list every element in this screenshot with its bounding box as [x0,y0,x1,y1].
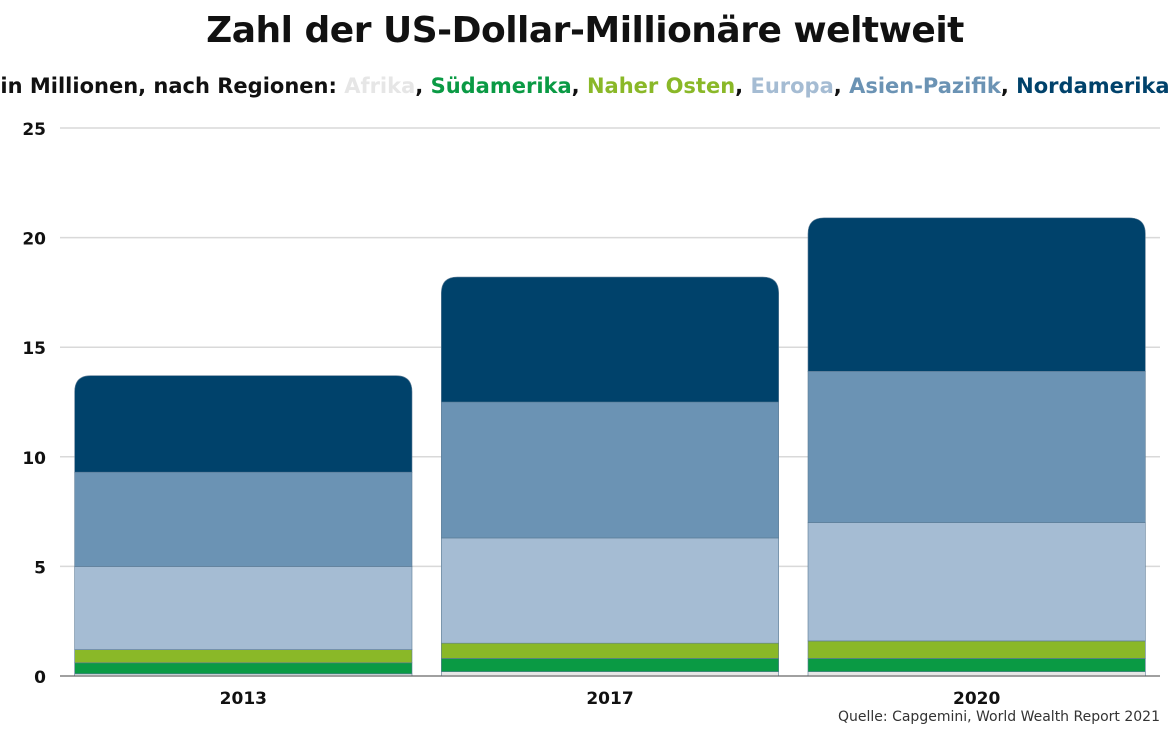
legend-separator: , [1000,74,1017,98]
legend-item-europa: Europa [750,74,834,98]
y-tick-label: 25 [22,120,46,140]
bar-segment-2013-südamerika [74,662,413,675]
bar-segment-2020-afrika [807,671,1146,677]
legend-separator: , [415,74,431,98]
legend-item-südamerika: Südamerika [430,74,572,98]
bar-segment-2013-naher-osten [74,649,413,664]
chart-subtitle: in Millionen, nach Regionen: Afrika, Süd… [0,74,1170,98]
bar-segment-2017-europa [441,537,779,644]
y-tick-label: 20 [22,230,46,250]
x-tick-label: 2017 [586,689,633,709]
y-tick-label: 10 [22,449,46,469]
legend-item-nordamerika: Nordamerika [1016,74,1170,98]
legend-item-asien-pazifik: Asien-Pazifik [849,74,1001,98]
bar-segment-2017-nordamerika [441,276,779,403]
bar-segment-2020-europa [807,522,1146,642]
bar-segment-2020-naher-osten [807,640,1146,659]
bar-segment-2017-südamerika [441,658,779,672]
bar-segment-2017-naher-osten [441,642,779,659]
legend: Afrika, Südamerika, Naher Osten, Europa,… [344,74,1169,98]
bar-segment-2020-südamerika [807,658,1146,672]
x-tick-label: 2020 [953,689,1000,709]
bar-segment-2013-asien-pazifik [74,471,413,567]
legend-separator: , [735,74,751,98]
y-tick-label: 0 [34,668,46,688]
y-tick-label: 5 [34,558,46,578]
source-note: Quelle: Capgemini, World Wealth Report 2… [838,709,1160,725]
bar-segment-2020-nordamerika [807,217,1146,372]
x-tick-label: 2013 [220,689,267,709]
subtitle-prefix: in Millionen, nach Regionen: [0,74,345,98]
chart-title: Zahl der US-Dollar-Millionäre weltweit [206,10,964,51]
y-tick-label: 15 [22,339,46,359]
bar-segment-2017-asien-pazifik [441,401,779,539]
legend-item-naher-osten: Naher Osten [586,74,736,98]
legend-item-afrika: Afrika [344,74,416,98]
bar-segment-2020-asien-pazifik [807,371,1146,523]
bar-segment-2013-nordamerika [74,375,413,473]
bar-segment-2017-afrika [441,671,779,677]
legend-separator: , [833,74,850,98]
legend-separator: , [571,74,587,98]
bar-segment-2013-europa [74,566,413,650]
